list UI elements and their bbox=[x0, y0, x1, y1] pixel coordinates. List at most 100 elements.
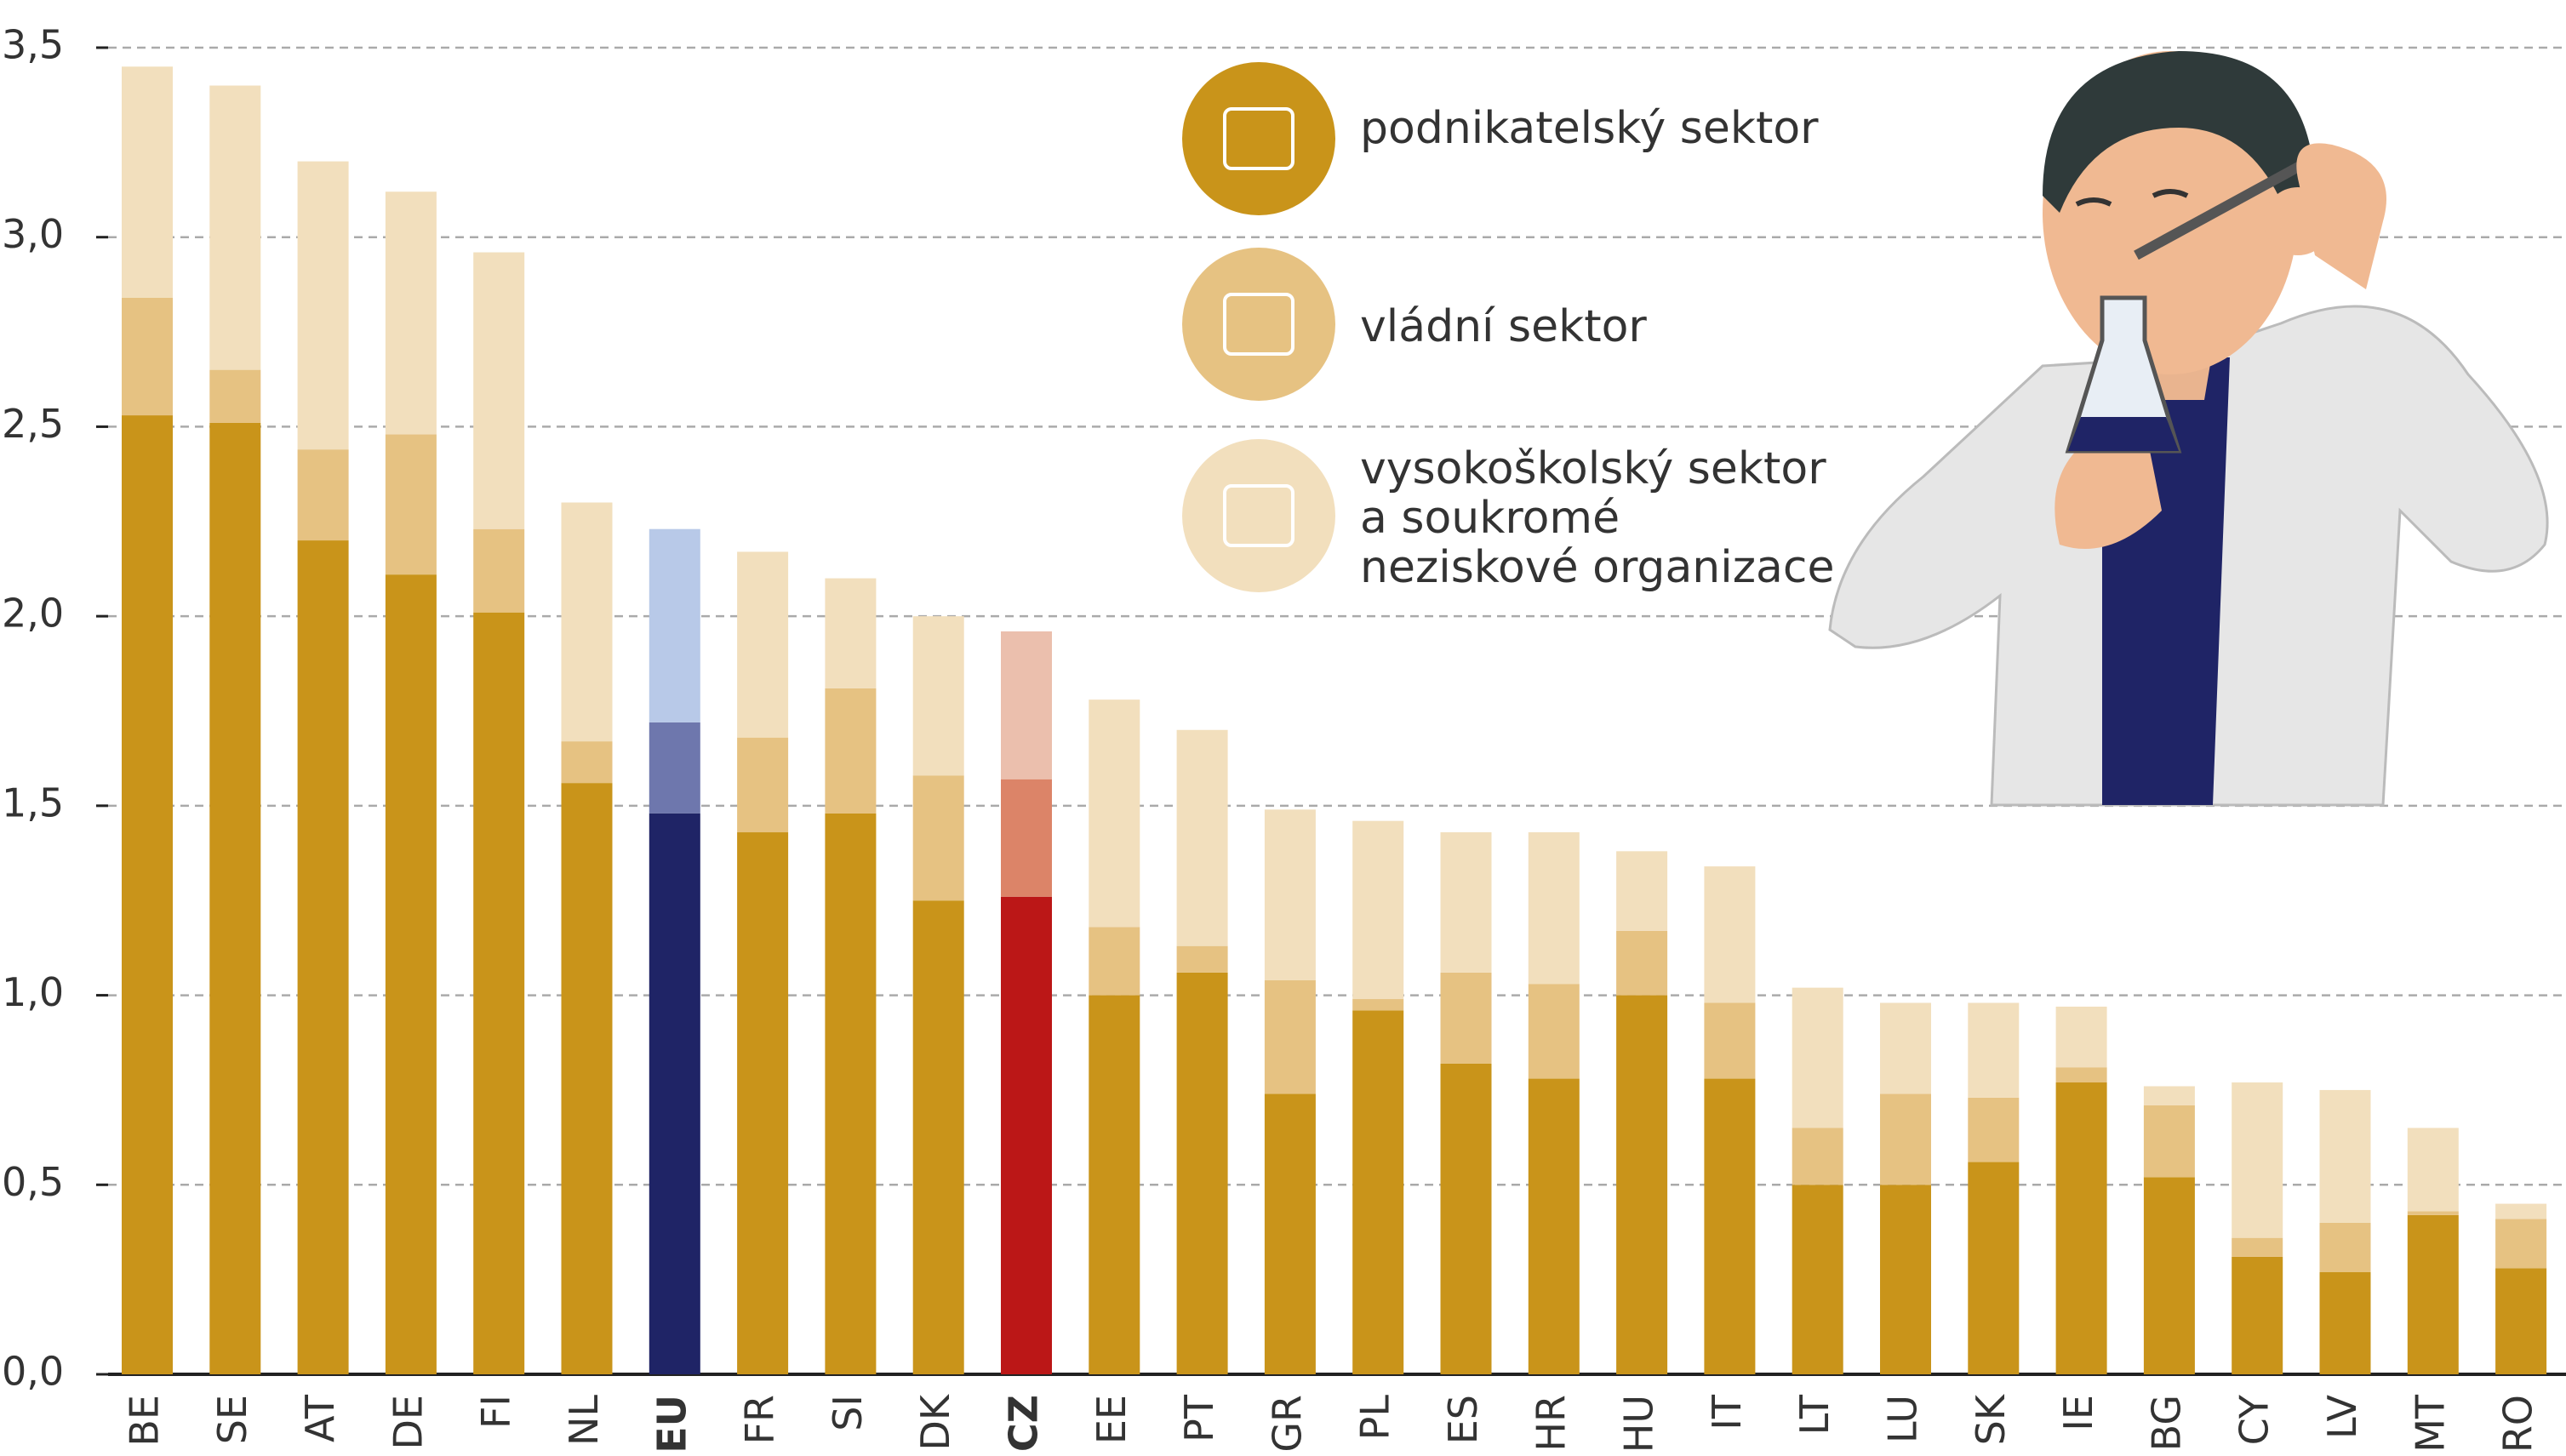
x-tick-label: HU bbox=[1616, 1395, 1662, 1453]
bar-segment bbox=[1880, 1002, 1931, 1094]
bar-segment bbox=[1616, 995, 1668, 1374]
bar-segment bbox=[2495, 1268, 2547, 1374]
bar-segment bbox=[1880, 1093, 1931, 1185]
y-tick-label: 1,0 bbox=[2, 969, 64, 1015]
x-tick-label: NL bbox=[561, 1395, 607, 1446]
bar-segment bbox=[1264, 809, 1316, 980]
bar-segment bbox=[737, 551, 789, 738]
bar-segment bbox=[1001, 631, 1052, 779]
x-tick-label: SK bbox=[1968, 1393, 2014, 1445]
bar-segment bbox=[1440, 1063, 1492, 1374]
x-tick-label: AT bbox=[297, 1394, 343, 1442]
x-tick-label: RO bbox=[2495, 1395, 2541, 1453]
bar-segment bbox=[1616, 851, 1668, 931]
x-tick-label: DK bbox=[912, 1393, 958, 1450]
bar-segment bbox=[1176, 945, 1228, 973]
bar-segment bbox=[2055, 1067, 2107, 1083]
bar-segment bbox=[473, 528, 525, 613]
bar-segment bbox=[1352, 1010, 1404, 1374]
bar-segment bbox=[297, 449, 349, 541]
bar-segment bbox=[297, 161, 349, 450]
legend-label: vysokoškolský sektor a soukromé neziskov… bbox=[1360, 443, 1835, 593]
bar-segment bbox=[1001, 896, 1052, 1374]
y-tick-label: 0,0 bbox=[2, 1349, 64, 1395]
x-tick-label: GR bbox=[1264, 1395, 1310, 1453]
x-tick-label: MT bbox=[2407, 1394, 2453, 1453]
x-tick-label: BE bbox=[122, 1395, 168, 1447]
x-tick-label: EU bbox=[649, 1395, 694, 1453]
bar-segment bbox=[2232, 1256, 2283, 1374]
bar-segment bbox=[297, 540, 349, 1374]
y-tick-label: 0,5 bbox=[2, 1159, 64, 1205]
bar-segment bbox=[385, 574, 437, 1374]
bar-segment bbox=[1089, 995, 1140, 1374]
bar-segment bbox=[473, 612, 525, 1374]
bar-segment bbox=[649, 813, 700, 1374]
bar-segment bbox=[2143, 1105, 2195, 1178]
y-tick-label: 2,0 bbox=[2, 591, 64, 637]
bar-segment bbox=[737, 832, 789, 1374]
bar-segment bbox=[1968, 1002, 2020, 1098]
bar-segment bbox=[1616, 930, 1668, 996]
bar-segment bbox=[1176, 729, 1228, 946]
y-tick-label: 3,5 bbox=[2, 22, 64, 68]
x-tick-label: SI bbox=[825, 1395, 871, 1431]
legend-icon bbox=[1223, 107, 1294, 170]
bar-segment bbox=[1704, 1002, 1756, 1079]
x-tick-label: SE bbox=[209, 1395, 255, 1444]
bar-segment bbox=[1528, 1078, 1580, 1374]
x-tick-label: LT bbox=[1792, 1394, 1837, 1435]
bar-segment bbox=[2055, 1082, 2107, 1374]
legend-label: vládní sektor bbox=[1360, 301, 1647, 352]
illustration bbox=[1828, 51, 2549, 807]
bar-segment bbox=[2407, 1214, 2459, 1374]
x-tick-label: IE bbox=[2055, 1395, 2101, 1431]
legend-swatch bbox=[1182, 439, 1335, 592]
bar-segment bbox=[209, 85, 261, 370]
bar-segment bbox=[825, 578, 877, 688]
bar-segment bbox=[2319, 1222, 2371, 1272]
bar-segment bbox=[737, 737, 789, 833]
bar-segment bbox=[912, 900, 964, 1374]
bar-segment bbox=[1352, 999, 1404, 1011]
bar-segment bbox=[561, 502, 613, 742]
x-tick-label: IT bbox=[1704, 1394, 1750, 1430]
bar-segment bbox=[1792, 987, 1843, 1128]
y-tick-label: 2,5 bbox=[2, 401, 64, 447]
bar-segment bbox=[473, 252, 525, 529]
bar-segment bbox=[1528, 984, 1580, 1079]
legend-swatch bbox=[1182, 248, 1335, 401]
bar-segment bbox=[122, 66, 173, 298]
legend-icon bbox=[1223, 484, 1294, 547]
bar-segment bbox=[1792, 1128, 1843, 1185]
bar-segment bbox=[825, 813, 877, 1374]
x-tick-label: PL bbox=[1352, 1395, 1398, 1441]
bar-segment bbox=[2143, 1086, 2195, 1105]
bar-segment bbox=[122, 297, 173, 416]
x-tick-label: CY bbox=[2232, 1394, 2277, 1445]
bar-segment bbox=[1440, 972, 1492, 1064]
bar-segment bbox=[1001, 779, 1052, 897]
x-tick-label: BG bbox=[2143, 1395, 2189, 1451]
bar-segment bbox=[825, 688, 877, 814]
legend-swatch bbox=[1182, 62, 1335, 215]
bar-segment bbox=[1792, 1185, 1843, 1374]
bar-segment bbox=[209, 369, 261, 423]
bar-segment bbox=[1176, 972, 1228, 1374]
x-tick-label: HR bbox=[1528, 1395, 1574, 1452]
bar-segment bbox=[1968, 1097, 2020, 1162]
bar-segment bbox=[385, 434, 437, 575]
legend-label: podnikatelský sektor bbox=[1360, 103, 1819, 154]
bar-segment bbox=[2232, 1082, 2283, 1238]
bar-segment bbox=[2407, 1128, 2459, 1212]
bar-segment bbox=[1352, 820, 1404, 1000]
bar-segment bbox=[912, 616, 964, 776]
bar-segment bbox=[1089, 927, 1140, 996]
bar-segment bbox=[209, 422, 261, 1375]
bar-segment bbox=[2495, 1203, 2547, 1219]
x-tick-label: FR bbox=[737, 1395, 783, 1444]
y-tick-label: 3,0 bbox=[2, 211, 64, 257]
bar-segment bbox=[2495, 1219, 2547, 1269]
x-tick-label: PT bbox=[1176, 1394, 1222, 1442]
